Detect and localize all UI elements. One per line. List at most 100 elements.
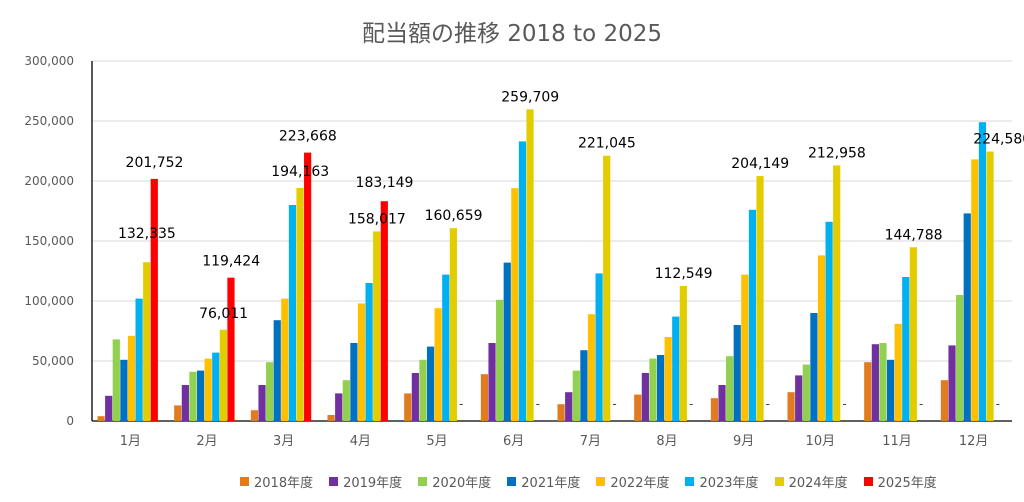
bar-2021年度 <box>273 320 281 421</box>
x-tick-label: 11月 <box>882 434 912 449</box>
bar-2020年度 <box>726 356 734 421</box>
legend-item: 2023年度 <box>685 472 759 491</box>
bar-2024年度 <box>679 285 687 421</box>
legend-item: 2019年度 <box>329 472 402 491</box>
bar-2023年度 <box>748 209 757 421</box>
data-label: 212,958 <box>808 145 866 161</box>
data-label: 204,149 <box>731 156 789 172</box>
bar-2022年度 <box>741 274 749 421</box>
bar-2019年度 <box>488 343 496 421</box>
legend-item: 2020年度 <box>418 472 491 491</box>
legend-label: 2022年度 <box>610 476 670 491</box>
bar-2021年度 <box>963 213 971 421</box>
x-tick-label: 5月 <box>426 434 447 449</box>
bar-2024年度 <box>373 231 381 421</box>
missing-value-marker: - <box>689 397 693 411</box>
y-tick-label: 300,000 <box>24 54 74 68</box>
data-label: 183,149 <box>356 175 414 191</box>
bar-2019年度 <box>795 375 803 421</box>
legend-swatch <box>418 477 428 486</box>
legend-item: 2021年度 <box>507 472 580 491</box>
bar-2020年度 <box>112 339 120 421</box>
bar-2018年度 <box>710 398 719 421</box>
bar-2023年度 <box>288 205 297 421</box>
bar-2022年度 <box>281 298 289 421</box>
data-label: 221,045 <box>578 136 636 152</box>
bar-2018年度 <box>940 380 949 421</box>
bar-2020年度 <box>496 299 504 421</box>
bar-2023年度 <box>672 316 680 421</box>
bar-2024年度 <box>833 165 841 421</box>
y-tick-label: 200,000 <box>24 174 74 188</box>
bar-2022年度 <box>357 303 366 421</box>
bar-2021年度 <box>733 325 741 421</box>
x-tick-label: 8月 <box>656 434 677 449</box>
x-tick-label: 9月 <box>733 434 754 449</box>
x-tick-label: 4月 <box>350 434 371 449</box>
missing-value-marker: - <box>536 397 540 411</box>
bar-2019年度 <box>641 373 649 421</box>
bar-2021年度 <box>350 343 358 421</box>
bar-2019年度 <box>565 392 573 421</box>
legend-swatch <box>329 477 339 486</box>
bar-2020年度 <box>802 364 810 421</box>
bar-2024年度 <box>986 151 994 421</box>
bar-2022年度 <box>587 314 596 421</box>
bar-2023年度 <box>135 298 143 421</box>
data-label: 259,709 <box>501 89 559 105</box>
bar-2023年度 <box>442 274 450 421</box>
legend-label: 2025年度 <box>877 476 937 491</box>
bar-2018年度 <box>557 404 565 421</box>
y-tick-label: 150,000 <box>24 234 74 248</box>
bar-2022年度 <box>511 188 519 421</box>
legend-swatch <box>507 477 517 486</box>
y-tick-label: 50,000 <box>32 354 74 368</box>
bar-2018年度 <box>174 405 182 421</box>
y-tick-label: 250,000 <box>24 114 74 128</box>
data-label: 223,668 <box>279 129 337 145</box>
missing-value-marker: - <box>766 397 770 411</box>
bar-2018年度 <box>864 362 872 421</box>
bar-2020年度 <box>956 295 964 421</box>
bar-2023年度 <box>825 221 833 421</box>
bar-2020年度 <box>649 358 657 421</box>
bar-2021年度 <box>580 350 588 421</box>
legend-item: 2018年度 <box>240 472 313 491</box>
bar-2018年度 <box>787 392 795 421</box>
missing-value-marker: - <box>459 397 463 411</box>
legend-item: 2025年度 <box>863 472 937 491</box>
x-tick-label: 7月 <box>580 434 601 449</box>
x-tick-label: 6月 <box>503 434 524 449</box>
bar-2022年度 <box>894 323 902 421</box>
legend-label: 2018年度 <box>254 476 314 491</box>
legend-swatch <box>685 477 695 486</box>
bar-2020年度 <box>879 343 887 421</box>
bar-2022年度 <box>971 159 979 421</box>
bar-2019年度 <box>718 385 726 421</box>
bar-2019年度 <box>181 385 189 421</box>
legend-swatch <box>596 477 606 486</box>
bar-2021年度 <box>196 370 205 421</box>
bar-2019年度 <box>948 345 956 421</box>
bar-2024年度 <box>143 262 151 421</box>
missing-value-marker: - <box>919 397 923 411</box>
legend-label: 2024年度 <box>788 476 848 491</box>
bar-2023年度 <box>365 283 373 421</box>
legend-item: 2022年度 <box>596 472 669 491</box>
bar-2024年度 <box>526 109 534 422</box>
bar-2024年度 <box>296 188 304 421</box>
bar-2018年度 <box>634 394 642 421</box>
bar-2018年度 <box>97 416 105 421</box>
data-label: 194,163 <box>271 164 329 180</box>
legend-swatch <box>240 477 249 486</box>
bar-2021年度 <box>503 262 511 421</box>
bar-2022年度 <box>127 335 136 421</box>
bar-2021年度 <box>426 346 435 421</box>
bar-2022年度 <box>664 337 672 421</box>
bar-2020年度 <box>419 359 427 421</box>
x-tick-label: 3月 <box>273 434 294 449</box>
bar-2018年度 <box>404 393 412 421</box>
data-label: 158,017 <box>348 211 406 227</box>
bar-2019年度 <box>258 385 266 421</box>
